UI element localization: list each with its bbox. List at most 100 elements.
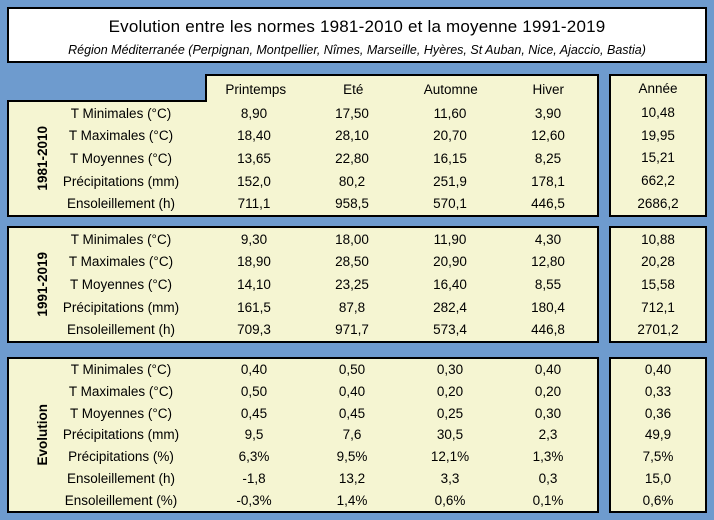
value-cell: 16,40 xyxy=(433,276,467,292)
value-cell: 22,80 xyxy=(335,150,369,166)
value-cell: 251,9 xyxy=(433,173,467,189)
value-cell: 1,4% xyxy=(336,492,368,508)
value-cell: -1,8 xyxy=(242,470,266,486)
value-cell: 13,2 xyxy=(338,470,366,486)
row-label: Ensoleillement (h) xyxy=(66,470,176,486)
year-value-cell: 0,33 xyxy=(644,384,672,400)
row-label: T Maximales (°C) xyxy=(68,254,174,270)
value-cell: 20,90 xyxy=(433,254,467,270)
value-cell: 1,3% xyxy=(532,449,564,465)
value-cell: 30,5 xyxy=(436,427,464,443)
table-row: T Maximales (°C) 18,90 28,50 20,90 12,80 xyxy=(9,251,597,274)
value-cell: 0,20 xyxy=(436,384,464,400)
column-header: Hiver xyxy=(532,81,564,97)
value-cell: 0,3 xyxy=(538,470,558,486)
table-row: Précipitations (mm) 152,0 80,2 251,9 178,1 xyxy=(9,170,597,193)
value-cell: 0,40 xyxy=(534,362,562,378)
table-row: Ensoleillement (h) 709,3 971,7 573,4 446,8 xyxy=(9,318,597,341)
value-cell: 0,50 xyxy=(338,362,366,378)
column-header: Automne xyxy=(423,81,478,97)
year-value-cell: 7,5% xyxy=(642,449,674,465)
year-value-cell: 49,9 xyxy=(644,427,672,443)
row-label: Précipitations (mm) xyxy=(62,427,180,443)
value-cell: 570,1 xyxy=(433,196,467,212)
value-cell: 11,60 xyxy=(433,105,467,121)
value-cell: 0,45 xyxy=(338,405,366,421)
value-cell: 17,50 xyxy=(335,105,369,121)
value-cell: 0,25 xyxy=(436,405,464,421)
block-period-label-zone: Evolution xyxy=(17,359,67,511)
value-cell: 3,3 xyxy=(440,470,460,486)
row-label: Ensoleillement (h) xyxy=(66,196,176,212)
value-cell: 8,25 xyxy=(534,150,562,166)
value-cell: 23,25 xyxy=(335,276,369,292)
year-value-cell: 15,21 xyxy=(641,150,675,166)
table-row: T Moyennes (°C) 13,65 22,80 16,15 8,25 xyxy=(9,147,597,170)
row-label: T Moyennes (°C) xyxy=(70,276,172,292)
row-label: T Maximales (°C) xyxy=(68,128,174,144)
value-cell: 0,30 xyxy=(436,362,464,378)
value-cell: 18,00 xyxy=(335,231,369,247)
block-period-label-zone: 1981-2010 xyxy=(17,102,67,215)
value-cell: 9,30 xyxy=(240,231,268,247)
value-cell: 152,0 xyxy=(237,173,271,189)
value-cell: 28,10 xyxy=(335,128,369,144)
value-cell: 7,6 xyxy=(342,427,362,443)
value-cell: 161,5 xyxy=(237,299,271,315)
row-label: Précipitations (mm) xyxy=(62,299,180,315)
row-label: Précipitations (mm) xyxy=(62,173,180,189)
column-header: Eté xyxy=(343,81,364,97)
table-row: T Moyennes (°C) 14,10 23,25 16,40 8,55 xyxy=(9,273,597,296)
value-cell: 9,5% xyxy=(336,449,368,465)
year-value-cell: 662,2 xyxy=(641,173,675,189)
value-cell: 709,3 xyxy=(237,322,271,338)
value-cell: 0,40 xyxy=(338,384,366,400)
value-cell: 3,90 xyxy=(534,105,562,121)
value-cell: 13,65 xyxy=(237,150,271,166)
value-cell: 0,40 xyxy=(240,362,268,378)
period-block: 1981-2010 T Minimales (°C) 8,90 17,50 11,60 3… xyxy=(7,100,599,217)
row-label: T Moyennes (°C) xyxy=(70,405,172,421)
row-label: Ensoleillement (%) xyxy=(64,492,178,508)
year-value-cell: 2686,2 xyxy=(637,196,679,212)
row-label: T Moyennes (°C) xyxy=(70,150,172,166)
value-cell: 178,1 xyxy=(531,173,565,189)
row-label: Précipitations (%) xyxy=(68,449,174,465)
value-cell: 9,5 xyxy=(244,427,264,443)
value-cell: 14,10 xyxy=(237,276,271,292)
value-cell: 18,40 xyxy=(237,128,271,144)
value-cell: 11,90 xyxy=(433,231,467,247)
year-value-cell: 19,95 xyxy=(641,127,675,143)
table-row: Précipitations (mm) 161,5 87,8 282,4 180,4 xyxy=(9,296,597,319)
period-block: 1991-2019 T Minimales (°C) 9,30 18,00 11,90 4… xyxy=(7,226,599,343)
value-cell: 0,50 xyxy=(240,384,268,400)
year-value-cell: 15,58 xyxy=(641,276,675,292)
year-value-cell: 0,40 xyxy=(644,362,672,378)
period-block: Evolution T Minimales (°C) 0,40 0,50 0,30 0,4… xyxy=(7,357,599,513)
row-label: T Maximales (°C) xyxy=(68,384,174,400)
value-cell: 20,70 xyxy=(433,128,467,144)
year-column-header: Année xyxy=(638,81,678,96)
table-row: T Minimales (°C) 0,40 0,50 0,30 0,40 xyxy=(9,359,597,381)
value-cell: 0,20 xyxy=(534,384,562,400)
table-row: Précipitations (%) 6,3% 9,5% 12,1% 1,3% xyxy=(9,446,597,468)
value-cell: 80,2 xyxy=(338,173,366,189)
year-value-cell: 712,1 xyxy=(641,299,675,315)
page-subtitle: Région Méditerranée (Perpignan, Montpell… xyxy=(68,43,646,57)
year-value-cell: 20,28 xyxy=(641,254,675,270)
value-cell: 958,5 xyxy=(335,196,369,212)
value-cell: 0,1% xyxy=(532,492,564,508)
value-cell: 446,8 xyxy=(531,322,565,338)
value-cell: 28,50 xyxy=(335,254,369,270)
year-value-cell: 10,88 xyxy=(641,231,675,247)
value-cell: 8,55 xyxy=(534,276,562,292)
value-cell: 8,90 xyxy=(240,105,268,121)
value-cell: 0,30 xyxy=(534,405,562,421)
year-value-cell: 2701,2 xyxy=(637,322,679,338)
value-cell: 0,6% xyxy=(434,492,466,508)
value-cell: 180,4 xyxy=(531,299,565,315)
year-column-box: 0,40 0,33 0,36 49,9 7,5% 15,0 0,6% xyxy=(609,357,707,513)
row-label: T Minimales (°C) xyxy=(70,231,172,247)
value-cell: 282,4 xyxy=(433,299,467,315)
